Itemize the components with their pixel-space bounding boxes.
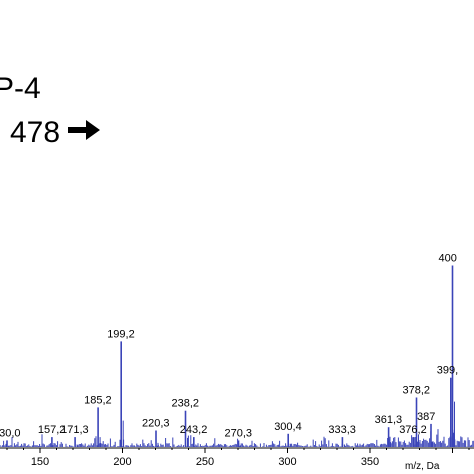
peak-label: 376,2 — [399, 424, 427, 436]
peak-label: 300,4 — [274, 421, 302, 433]
peak-label: 238,2 — [172, 398, 200, 410]
arrow-right-icon — [66, 116, 102, 150]
x-tick-label: 300 — [278, 456, 296, 468]
precursor-ion-label: 478 — [10, 116, 102, 150]
peak-label: 400 — [439, 253, 457, 265]
x-axis-ticks: 150 200 250 300 350 — [6, 448, 470, 468]
peak-label: 333,3 — [328, 424, 356, 436]
sample-title: P-4 — [0, 72, 41, 105]
peak-label: 185,2 — [84, 394, 112, 406]
peak-label: 378,2 — [403, 385, 431, 397]
precursor-mass: 478 — [10, 116, 61, 149]
peak-label: 387 — [417, 411, 435, 423]
peak-label: 171,3 — [61, 424, 89, 436]
x-axis-title: m/z, Da — [405, 461, 440, 472]
peak-label: 199,2 — [107, 328, 135, 340]
x-tick-label: 150 — [31, 456, 49, 468]
peak-label: 243,2 — [180, 424, 208, 436]
x-tick-label: 250 — [196, 456, 214, 468]
peaks-group — [6, 265, 455, 447]
peak-label: 220,3 — [142, 418, 170, 430]
peak-label: 130,0 — [0, 427, 21, 439]
x-tick-label: 350 — [361, 456, 379, 468]
peak-label: 361,3 — [375, 414, 403, 426]
peak-label: 399, — [437, 365, 458, 377]
x-tick-label: 200 — [113, 456, 131, 468]
peak-label: 270,3 — [225, 427, 253, 439]
peak-label: 157,2 — [38, 424, 66, 436]
